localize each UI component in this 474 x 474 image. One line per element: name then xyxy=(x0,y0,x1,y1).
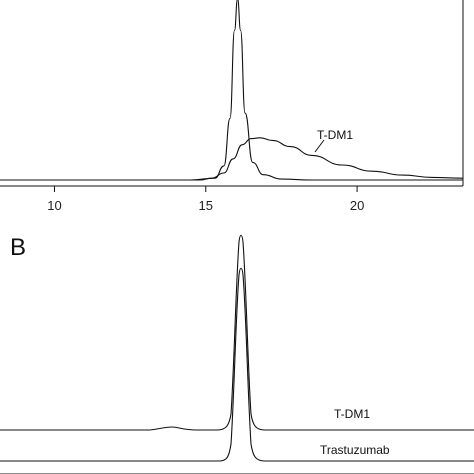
panel-a-tdm1-label: T-DM1 xyxy=(317,128,353,142)
panel-b-tdm1-label: T-DM1 xyxy=(334,407,370,421)
tdm1-label-leader xyxy=(314,139,325,153)
panel-b-tdm1-trace xyxy=(0,234,474,431)
panel-a-tdm1-trace xyxy=(0,137,464,181)
panel-a-sharp-peak-trace xyxy=(0,0,463,181)
x-tick-label-10: 10 xyxy=(47,198,61,213)
panel-b-trastuzumab-trace xyxy=(0,267,474,462)
panel-b-letter: B xyxy=(10,234,26,261)
panel-a: 10 15 20 T-DM1 xyxy=(0,0,464,213)
x-tick-label-15: 15 xyxy=(199,198,213,213)
panel-b: B T-DM1 Trastuzumab xyxy=(0,234,474,474)
panel-a-x-ticks: 10 15 20 xyxy=(47,186,364,213)
x-tick-label-20: 20 xyxy=(350,198,364,213)
panel-b-trastuzumab-label: Trastuzumab xyxy=(320,443,390,457)
